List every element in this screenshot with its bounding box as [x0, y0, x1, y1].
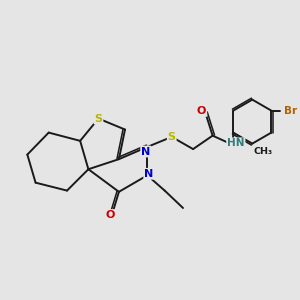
Text: N: N	[141, 146, 150, 157]
Text: Br: Br	[284, 106, 297, 116]
Text: O: O	[106, 210, 115, 220]
Text: N: N	[144, 169, 153, 179]
Text: S: S	[94, 114, 103, 124]
Text: CH₃: CH₃	[254, 147, 273, 156]
Text: HN: HN	[227, 138, 244, 148]
Text: S: S	[168, 132, 176, 142]
Text: O: O	[197, 106, 206, 116]
